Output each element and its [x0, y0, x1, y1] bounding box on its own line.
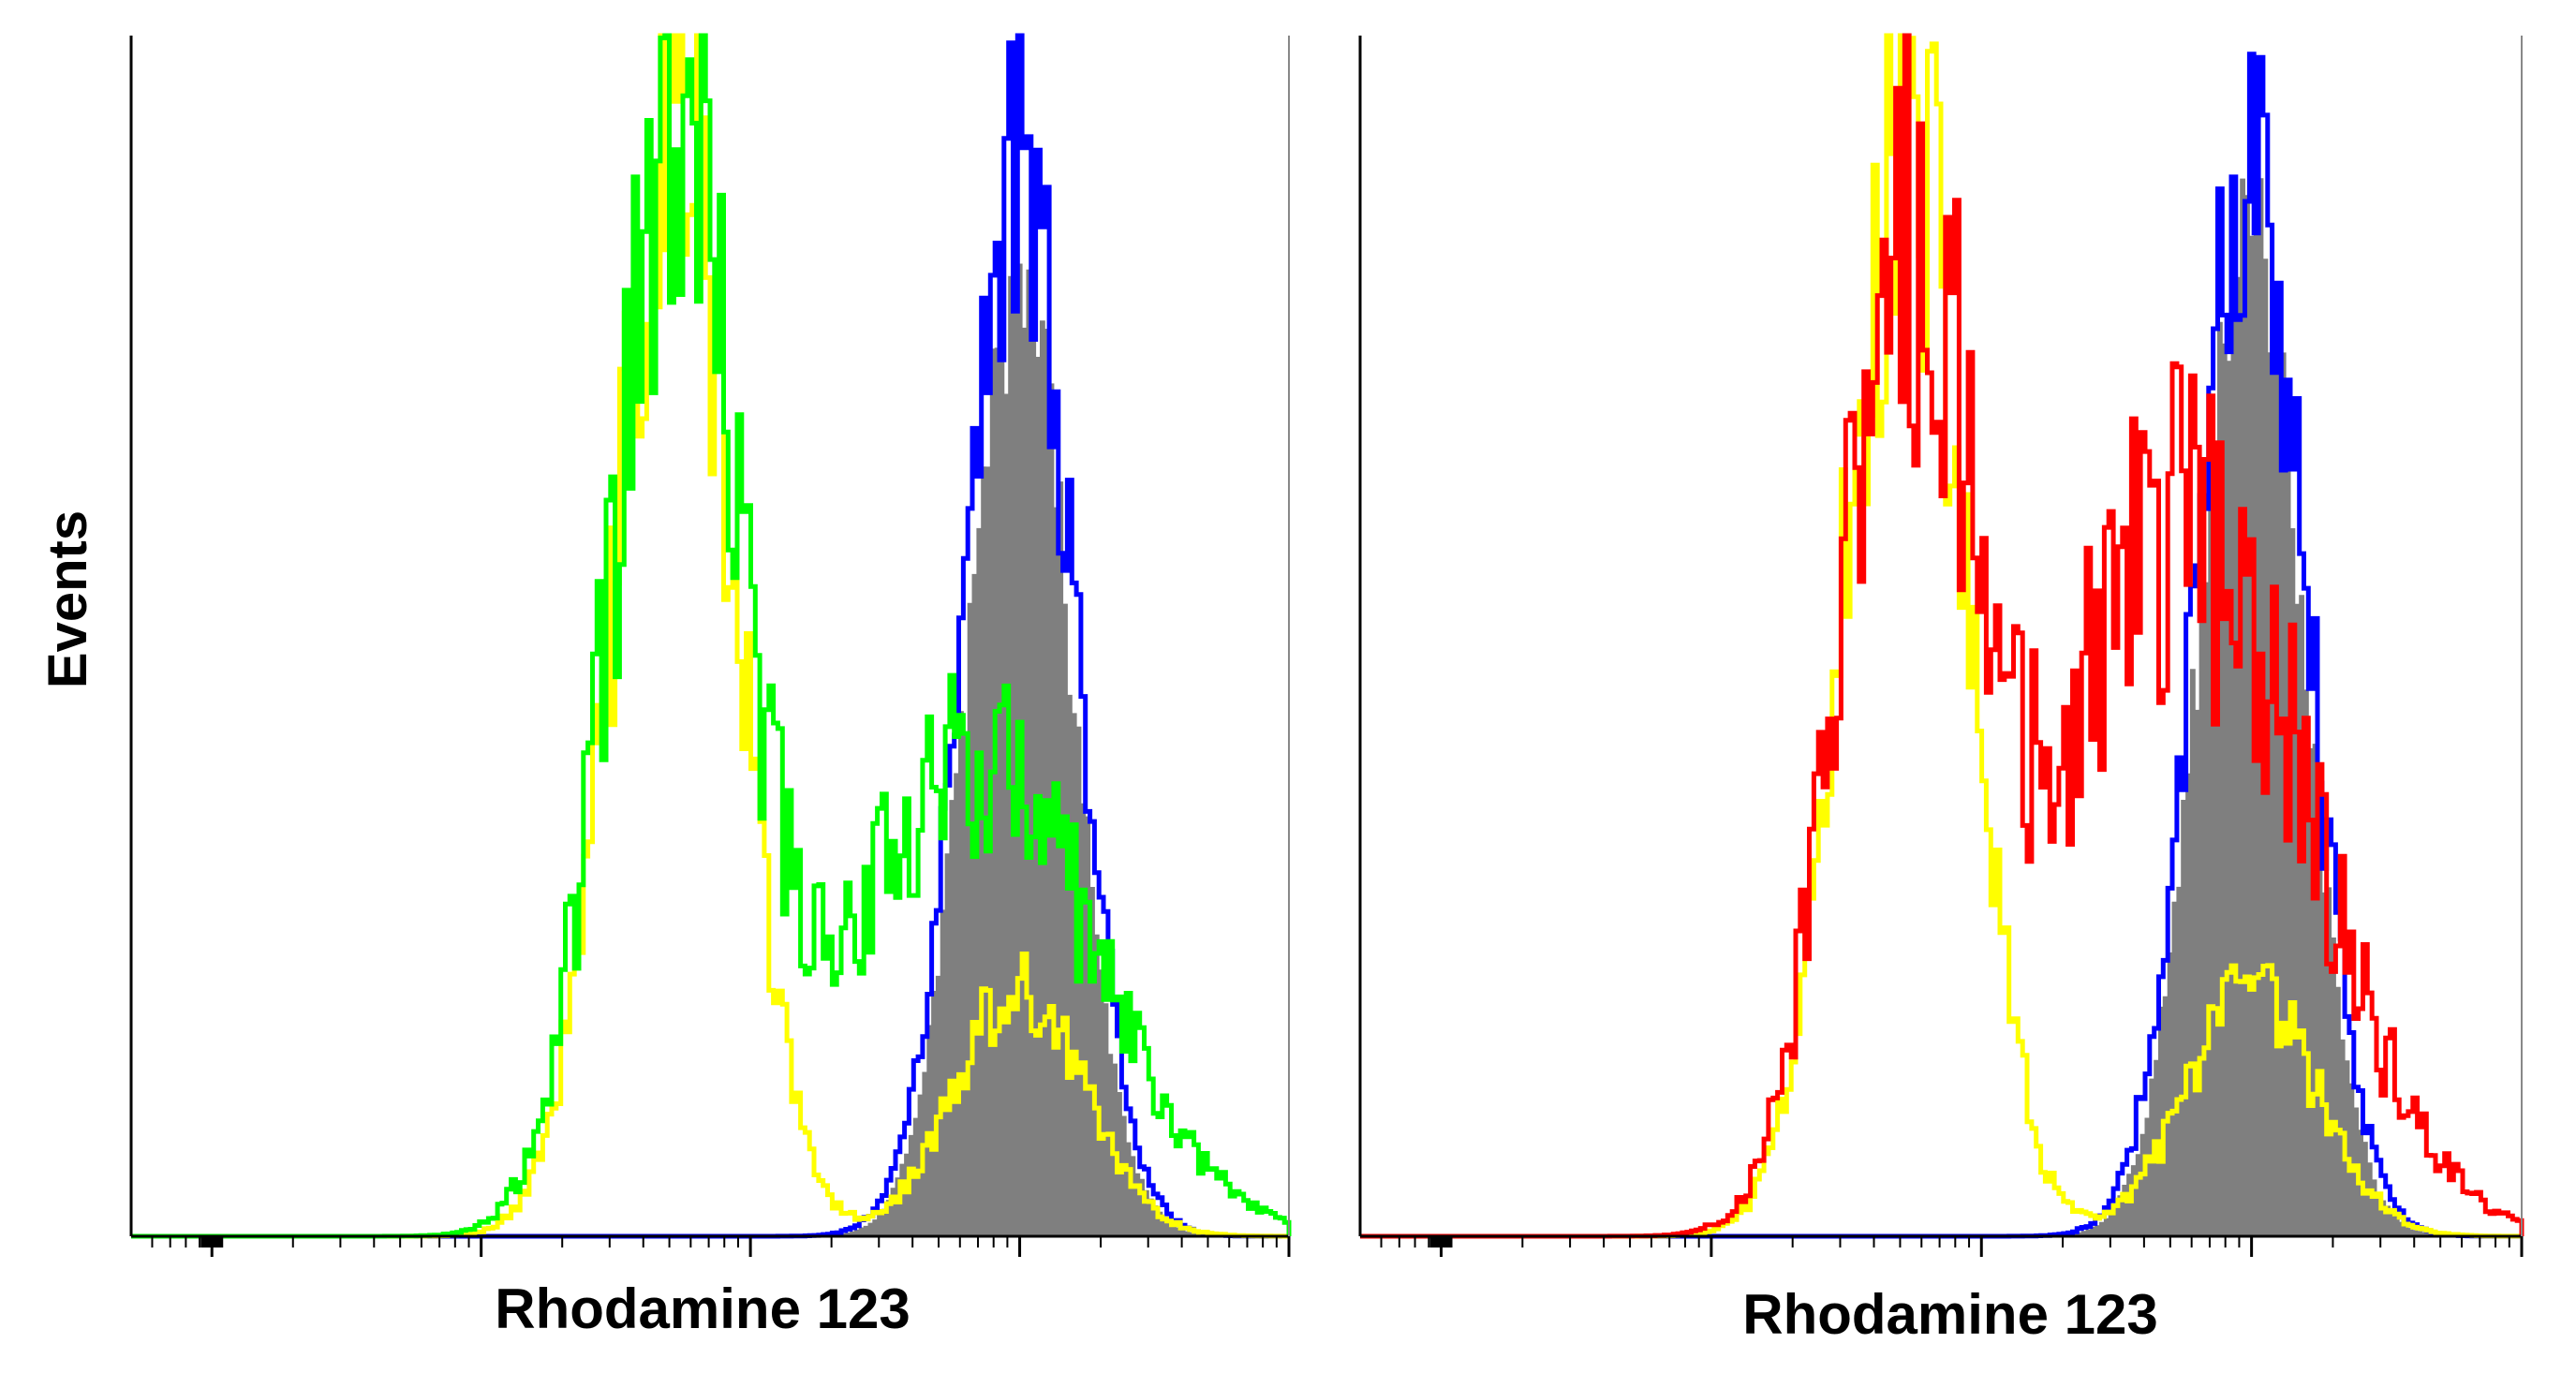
left-axis-layer [129, 36, 1291, 1257]
right-x-axis-label: Rhodamine 123 [1742, 1283, 2157, 1346]
x-axis-zero-marker [1429, 1236, 1453, 1248]
x-axis-zero-marker [200, 1236, 224, 1248]
left-x-axis-label: Rhodamine 123 [495, 1277, 910, 1340]
yellow-histogram-series [1360, 33, 2524, 1239]
right-axis-layer [1358, 36, 2524, 1257]
y-axis-label: Events [37, 510, 98, 688]
filled-gray-histogram-series [1360, 151, 2522, 1237]
right-series-layer [1360, 33, 2524, 1239]
left-series-layer [131, 33, 1292, 1239]
green-histogram-series [131, 33, 1292, 1239]
right-histogram-panel: Rhodamine 123 [1358, 33, 2524, 1346]
left-histogram-panel: Rhodamine 123 [129, 33, 1292, 1340]
